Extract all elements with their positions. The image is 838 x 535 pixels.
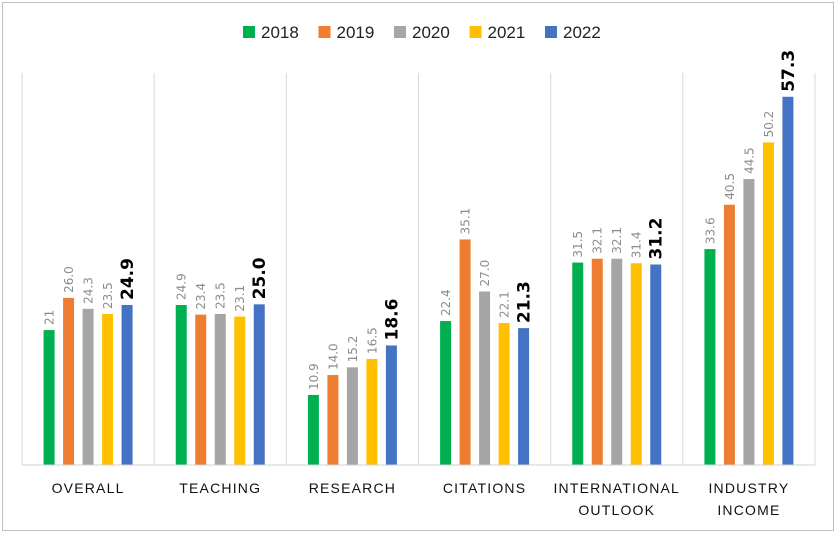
bar-2021 — [498, 322, 510, 465]
data-label-2020: 27.0 — [478, 260, 492, 287]
legend-label-2019: 2019 — [337, 23, 375, 42]
bar-2018 — [704, 249, 716, 465]
data-label-2022: 24.9 — [118, 258, 138, 300]
data-label-2019: 32.1 — [591, 227, 605, 254]
category-label: OUTLOOK — [578, 502, 655, 518]
bar-2022 — [385, 345, 397, 465]
category-label: INTERNATIONAL — [553, 480, 680, 496]
data-label-2018: 10.9 — [307, 363, 321, 390]
category-label: OVERALL — [52, 480, 125, 496]
bar-2018 — [175, 304, 187, 465]
data-label-2021: 22.1 — [498, 291, 512, 318]
data-label-2020: 24.3 — [82, 277, 96, 304]
legend: 2018 2019 2020 2021 2022 — [243, 23, 601, 42]
bar-2021 — [234, 316, 246, 465]
bar-2021 — [102, 313, 114, 465]
data-label-2021: 23.1 — [233, 285, 247, 312]
bar-2021 — [366, 358, 378, 465]
bar-2021 — [762, 142, 774, 466]
category-label: TEACHING — [179, 480, 261, 496]
data-label-2019: 23.4 — [194, 283, 208, 310]
data-label-2020: 44.5 — [742, 147, 756, 174]
bar-2022 — [650, 264, 662, 465]
data-label-2019: 14.0 — [326, 343, 340, 370]
data-label-2018: 33.6 — [703, 217, 717, 244]
category-labels: OVERALL TEACHING RESEARCH CITATIONS INTERNAT… — [52, 480, 789, 518]
bar-2018 — [43, 330, 55, 465]
bar-2020 — [214, 313, 226, 465]
data-label-2020: 15.2 — [346, 336, 360, 363]
bar-2022 — [253, 304, 265, 465]
bar-2020 — [743, 179, 755, 466]
bar-2018 — [572, 262, 584, 465]
bar-2020 — [479, 291, 491, 465]
bar-2019 — [723, 204, 735, 465]
bar-2022 — [121, 304, 133, 465]
bar-2019 — [195, 314, 207, 465]
data-label-2022: 18.6 — [382, 299, 402, 341]
data-label-2021: 50.2 — [762, 111, 776, 138]
data-label-2020: 23.5 — [214, 282, 228, 309]
data-label-2021: 16.5 — [365, 327, 379, 354]
bar-2019 — [63, 297, 75, 465]
data-label-2022: 57.3 — [779, 50, 799, 92]
category-separators — [21, 73, 816, 465]
bar-2018 — [307, 394, 319, 465]
data-label-2022: 21.3 — [515, 281, 535, 323]
data-label-2020: 32.1 — [610, 227, 624, 254]
category-label: INCOME — [717, 502, 780, 518]
bar-2022 — [518, 328, 530, 465]
bar-2021 — [630, 263, 642, 465]
bar-2019 — [591, 258, 603, 465]
data-label-2019: 40.5 — [723, 173, 737, 200]
legend-swatch-2022 — [545, 26, 557, 38]
data-label-2019: 35.1 — [459, 208, 473, 235]
data-label-2022: 25.0 — [250, 257, 270, 299]
category-label: INDUSTRY — [708, 480, 789, 496]
legend-label-2020: 2020 — [412, 23, 450, 42]
data-label-2018: 24.9 — [175, 273, 189, 300]
category-label: RESEARCH — [309, 480, 396, 496]
category-label: CITATIONS — [443, 480, 526, 496]
legend-label-2018: 2018 — [261, 23, 299, 42]
data-label-2021: 31.4 — [630, 231, 644, 258]
data-label-2018: 22.4 — [439, 289, 453, 316]
data-label-2022: 31.2 — [647, 218, 667, 260]
legend-swatch-2021 — [469, 26, 482, 38]
bar-2020 — [346, 367, 358, 465]
legend-swatch-2018 — [243, 26, 255, 38]
bars — [43, 96, 794, 466]
bar-2022 — [782, 96, 794, 466]
data-label-2019: 26.0 — [62, 266, 76, 293]
bar-2020 — [611, 258, 623, 465]
bar-2019 — [459, 239, 471, 465]
legend-swatch-2020 — [394, 26, 406, 38]
bar-2019 — [327, 375, 339, 465]
data-label-2021: 23.5 — [101, 282, 115, 309]
legend-label-2022: 2022 — [563, 23, 601, 42]
data-label-2018: 21 — [43, 310, 57, 325]
bar-2018 — [440, 321, 452, 465]
data-label-2018: 31.5 — [571, 231, 585, 258]
legend-label-2021: 2021 — [488, 23, 526, 42]
legend-swatch-2019 — [318, 26, 331, 38]
bar-2020 — [82, 308, 94, 465]
